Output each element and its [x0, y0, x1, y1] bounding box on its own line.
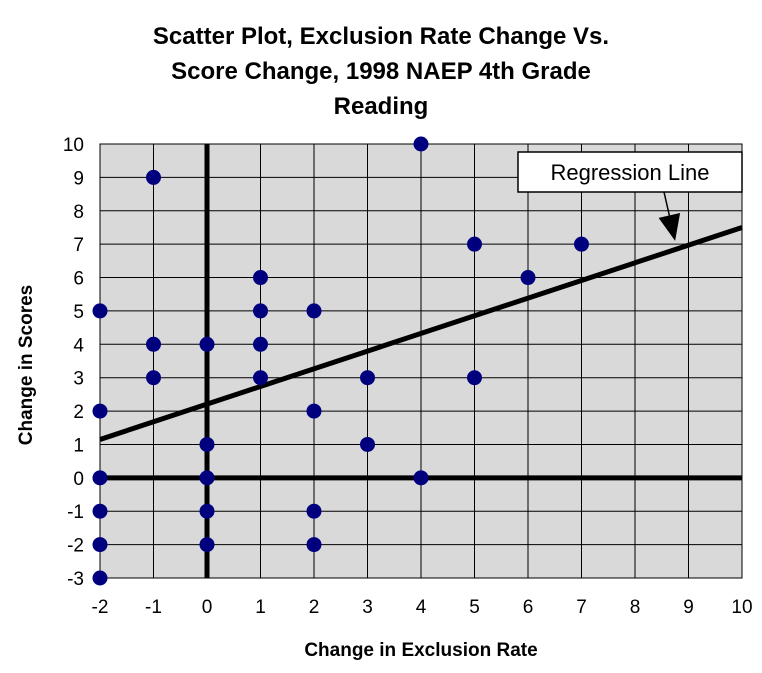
x-tick-label: 4 — [416, 597, 427, 618]
data-points — [92, 136, 589, 586]
data-point — [520, 270, 536, 286]
x-tick-label: -1 — [145, 597, 162, 618]
data-point — [199, 503, 215, 519]
regression-annotation: Regression Line — [517, 151, 743, 241]
data-point — [306, 503, 322, 519]
y-tick-label: 6 — [73, 269, 84, 290]
x-axis-label: Change in Exclusion Rate — [304, 640, 537, 661]
y-tick-label: 8 — [73, 202, 84, 223]
chart-title-line-1: Scatter Plot, Exclusion Rate Change Vs. — [153, 23, 609, 50]
x-tick-label: 3 — [362, 597, 373, 618]
data-point — [92, 503, 108, 519]
y-tick-label: 2 — [73, 402, 84, 423]
data-point — [306, 537, 322, 553]
data-point — [467, 370, 482, 386]
x-tick-label: 8 — [630, 597, 641, 618]
x-tick-label: 6 — [523, 597, 534, 618]
data-point — [146, 336, 161, 352]
chart-title-line-3: Reading — [334, 93, 429, 120]
y-tick-label: 5 — [73, 302, 84, 323]
y-tick-label: -1 — [67, 502, 84, 523]
y-tick-label: 1 — [73, 435, 84, 456]
data-point — [413, 136, 429, 152]
y-axis-label: Change in Scores — [16, 285, 37, 446]
y-tick-label: 4 — [73, 335, 84, 356]
annotation-arrowhead — [658, 213, 681, 241]
data-point — [92, 403, 108, 419]
data-point — [146, 169, 161, 185]
x-tick-label: 0 — [202, 597, 213, 618]
y-tick-label: 10 — [63, 135, 84, 156]
data-point — [199, 436, 215, 452]
x-tick-labels: -2 -1 0 1 2 3 4 5 6 7 8 9 10 — [92, 597, 753, 618]
data-point — [92, 303, 108, 319]
data-point — [360, 370, 375, 386]
x-tick-label: 2 — [309, 597, 320, 618]
data-point — [199, 336, 215, 352]
data-point — [413, 470, 429, 486]
annotation-label: Regression Line — [551, 160, 710, 185]
x-tick-label: 1 — [255, 597, 266, 618]
x-tick-label: 7 — [576, 597, 587, 618]
data-point — [253, 270, 268, 286]
annotation-box — [517, 151, 743, 193]
data-point — [253, 303, 268, 319]
regression-line — [99, 225, 743, 442]
data-point — [146, 370, 161, 386]
data-point — [199, 537, 215, 553]
annotation-arrow-shaft — [663, 191, 671, 216]
chart-title-line-2: Score Change, 1998 NAEP 4th Grade — [171, 58, 591, 85]
y-tick-label: 0 — [73, 469, 84, 490]
y-tick-label: -2 — [67, 536, 84, 557]
data-point — [574, 236, 589, 252]
y-tick-label: -3 — [67, 569, 84, 590]
data-point — [306, 303, 322, 319]
data-point — [92, 470, 108, 486]
x-tick-label: 10 — [731, 597, 752, 618]
data-point — [467, 236, 482, 252]
y-tick-label: 7 — [73, 235, 84, 256]
y-tick-label: 3 — [73, 369, 84, 390]
data-point — [92, 537, 108, 553]
data-point — [92, 570, 108, 586]
data-point — [306, 403, 322, 419]
data-point — [253, 336, 268, 352]
x-tick-label: 9 — [683, 597, 694, 618]
data-point — [199, 470, 215, 486]
data-point — [253, 370, 268, 386]
data-point — [360, 436, 375, 452]
x-tick-label: -2 — [92, 597, 109, 618]
y-tick-label: 9 — [73, 168, 84, 189]
x-tick-label: 5 — [469, 597, 480, 618]
